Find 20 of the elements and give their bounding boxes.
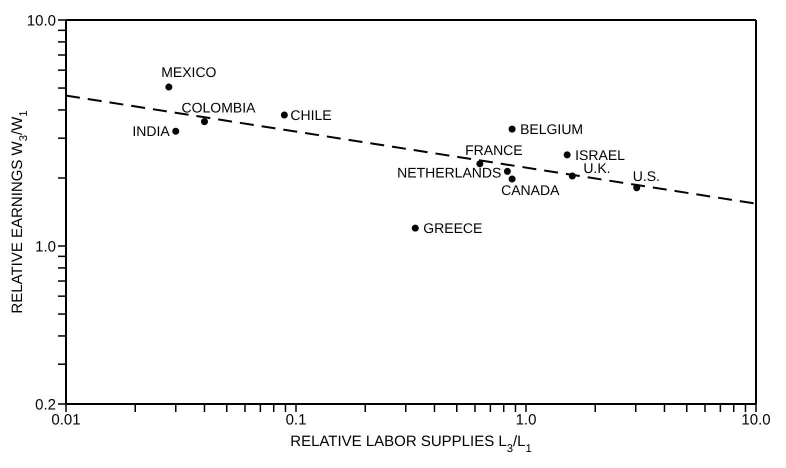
- x-axis-title: RELATIVE LABOR SUPPLIES L$_{3}$/L$_{1}$: [290, 433, 532, 455]
- annotation: ISRAEL: [575, 146, 626, 163]
- annotation: U.S.: [632, 168, 660, 184]
- y-tick-label: 10.0: [26, 12, 56, 30]
- annotation: COLOMBIA: [182, 100, 256, 116]
- annotation: INDIA: [132, 123, 170, 140]
- annotation: FRANCE: [465, 142, 523, 158]
- annotation: CHILE: [290, 106, 332, 123]
- x-tick-label: 1.0: [516, 412, 536, 429]
- annotation: BELGIUM: [520, 121, 584, 138]
- annotation: CANADA: [501, 182, 560, 198]
- annotation: GREECE: [423, 220, 482, 236]
- x-tick-label: 0.01: [51, 412, 81, 429]
- y-tick-label: 1.0: [35, 238, 56, 256]
- y-tick-label: 0.2: [35, 396, 56, 414]
- x-tick-label: 0.1: [286, 412, 306, 429]
- x-tick-label: 10.0: [741, 412, 771, 429]
- annotation: U.K.: [583, 160, 611, 176]
- annotation: NETHERLANDS: [397, 164, 502, 180]
- annotation: MEXICO: [161, 64, 217, 80]
